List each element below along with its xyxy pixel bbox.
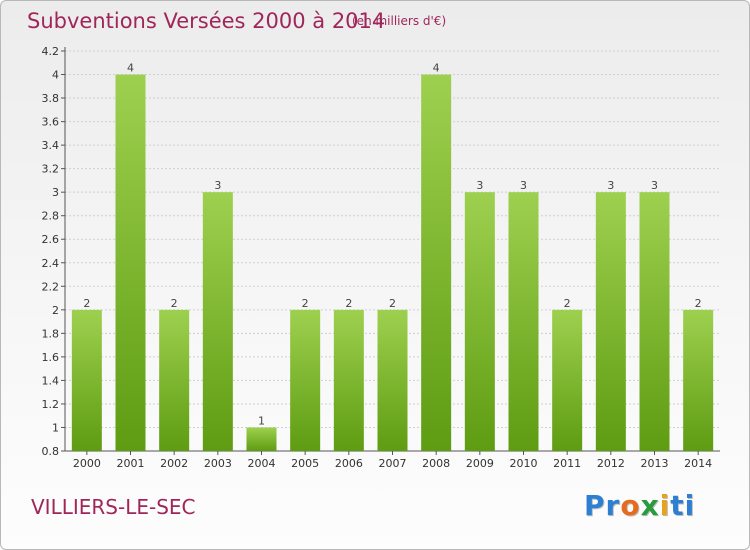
chart-title: Subventions Versées 2000 à 2014 (27, 9, 386, 33)
y-tick-label: 2 (52, 304, 59, 317)
x-tick-label: 2002 (160, 457, 188, 470)
y-tick-label: 3 (52, 186, 59, 199)
x-tick-label: 2013 (641, 457, 669, 470)
y-tick-label: 2.4 (42, 257, 60, 270)
x-tick-label: 2006 (335, 457, 363, 470)
bar-2006 (333, 309, 364, 451)
y-tick-label: 3.8 (42, 92, 60, 105)
chart-subtitle: (en milliers d'€) (352, 14, 447, 28)
x-tick-label: 2004 (248, 457, 276, 470)
bar-2011 (552, 309, 583, 451)
bar-2009 (464, 192, 495, 452)
data-label: 4 (127, 62, 134, 75)
y-tick-label: 1.4 (42, 374, 60, 387)
data-label: 2 (695, 297, 702, 310)
data-label: 1 (258, 414, 265, 427)
bar-2003 (202, 192, 233, 452)
y-tick-label: 3.6 (42, 116, 60, 129)
y-tick-label: 2.6 (42, 233, 60, 246)
y-tick-label: 4 (52, 69, 59, 82)
bar-2001 (115, 74, 146, 451)
y-tick-label: 1.6 (42, 351, 60, 364)
bar-2014 (683, 309, 714, 451)
data-label: 2 (389, 297, 396, 310)
bar-2013 (639, 192, 670, 452)
y-tick-label: 0.8 (42, 445, 60, 458)
data-label: 2 (345, 297, 352, 310)
y-tick-label: 1 (52, 421, 59, 434)
data-label: 2 (83, 297, 90, 310)
y-tick-label: 3.2 (42, 163, 60, 176)
x-tick-label: 2011 (553, 457, 581, 470)
bar-2008 (421, 74, 452, 451)
x-tick-label: 2003 (204, 457, 232, 470)
x-tick-label: 2012 (597, 457, 625, 470)
bar-2007 (377, 309, 408, 451)
x-tick-label: 2005 (291, 457, 319, 470)
data-label: 3 (607, 179, 614, 192)
y-tick-label: 4.2 (42, 45, 60, 58)
commune-name: VILLIERS-LE-SEC (31, 495, 196, 519)
y-tick-label: 1.2 (42, 398, 60, 411)
bar-2004 (246, 427, 277, 451)
data-label: 2 (171, 297, 178, 310)
x-tick-label: 2014 (684, 457, 712, 470)
data-label: 2 (564, 297, 571, 310)
data-label: 4 (433, 62, 440, 75)
x-tick-label: 2010 (510, 457, 538, 470)
x-tick-label: 2001 (117, 457, 145, 470)
x-tick-label: 2008 (422, 457, 450, 470)
x-tick-label: 2007 (379, 457, 407, 470)
bar-2012 (595, 192, 626, 452)
data-label: 2 (302, 297, 309, 310)
data-label: 3 (476, 179, 483, 192)
y-tick-label: 3.4 (42, 139, 60, 152)
y-tick-label: 1.8 (42, 327, 60, 340)
x-tick-label: 2009 (466, 457, 494, 470)
data-label: 3 (651, 179, 658, 192)
x-tick-label: 2000 (73, 457, 101, 470)
bar-2000 (71, 309, 102, 451)
data-label: 3 (520, 179, 527, 192)
bar-2005 (290, 309, 321, 451)
data-label: 3 (214, 179, 221, 192)
proxiti-logo[interactable]: Proxiti (584, 489, 696, 522)
bar-2010 (508, 192, 539, 452)
y-tick-label: 2.2 (42, 280, 60, 293)
bar-2002 (159, 309, 190, 451)
y-tick-label: 2.8 (42, 210, 60, 223)
